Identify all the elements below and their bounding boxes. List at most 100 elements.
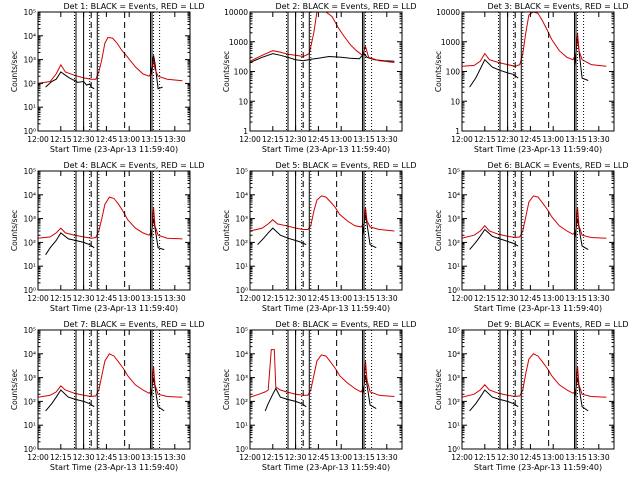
x-tick-label: 12:00	[451, 294, 473, 303]
x-tick-label: 13:30	[376, 135, 398, 144]
x-tick-label: 12:00	[451, 453, 473, 462]
x-tick-label: 12:00	[27, 135, 49, 144]
y-axis-label: Counts/sec	[10, 369, 19, 410]
plot-frame	[461, 329, 615, 450]
plot-frame	[37, 11, 191, 132]
x-tick-label: 13:00	[542, 135, 564, 144]
y-axis-label: Counts/sec	[10, 51, 19, 92]
y-tick-label: 1000	[229, 38, 248, 47]
detector-panel-2: 1 10 100 1000 10000 12:00 12:15 12:30 12:45 13:00…	[222, 2, 416, 154]
y-tick-label: 10⁴	[235, 191, 248, 200]
y-tick-label: 100	[446, 68, 461, 77]
y-tick-label: 10000	[224, 8, 248, 17]
x-tick-label: 12:00	[27, 453, 49, 462]
x-tick-label: 12:15	[50, 135, 72, 144]
red-series-line	[38, 196, 183, 240]
x-tick-label: 12:15	[262, 294, 284, 303]
panel-title: Det 5: BLACK = Events, RED = LLD	[276, 161, 417, 170]
x-tick-label: 13:00	[330, 294, 352, 303]
x-tick-label: 13:15	[353, 294, 375, 303]
x-tick-label: 12:30	[497, 135, 519, 144]
y-tick-label: 10⁰	[235, 445, 248, 454]
plot-frame	[249, 329, 403, 450]
x-tick-label: 12:15	[474, 453, 496, 462]
x-tick-label: 13:15	[141, 135, 163, 144]
x-tick-label: 12:15	[262, 135, 284, 144]
x-axis-label: Start Time (23-Apr-13 11:59:40)	[262, 145, 390, 154]
y-tick-label: 10³	[447, 215, 460, 224]
x-axis-label: Start Time (23-Apr-13 11:59:40)	[262, 463, 390, 472]
y-tick-label: 10¹	[235, 421, 248, 430]
x-tick-label: 12:30	[285, 453, 307, 462]
y-tick-label: 1	[243, 127, 248, 136]
x-tick-label: 12:00	[27, 294, 49, 303]
panel-title: Det 2: BLACK = Events, RED = LLD	[276, 2, 417, 11]
plot-frame	[37, 170, 191, 291]
black-series-line	[469, 228, 519, 250]
x-tick-label: 13:15	[141, 294, 163, 303]
y-tick-label: 10⁵	[235, 167, 248, 176]
x-axis-label: Start Time (23-Apr-13 11:59:40)	[50, 145, 178, 154]
x-tick-label: 13:30	[164, 453, 186, 462]
y-tick-label: 10³	[23, 374, 36, 383]
x-tick-label: 12:00	[239, 135, 261, 144]
y-axis-label: Counts/sec	[222, 210, 231, 251]
y-tick-label: 1	[455, 127, 460, 136]
x-tick-label: 13:15	[353, 135, 375, 144]
x-tick-label: 12:45	[308, 294, 330, 303]
y-tick-label: 10²	[23, 238, 36, 247]
y-tick-label: 10⁰	[235, 286, 248, 295]
panel-title: Det 6: BLACK = Events, RED = LLD	[488, 161, 629, 170]
red-series-line	[38, 36, 183, 84]
y-axis-label: Counts/sec	[434, 51, 443, 92]
y-tick-label: 10¹	[23, 262, 36, 271]
y-tick-label: 10¹	[235, 262, 248, 271]
x-tick-label: 13:00	[118, 453, 140, 462]
x-tick-label: 12:30	[285, 294, 307, 303]
x-tick-label: 12:30	[285, 135, 307, 144]
y-tick-label: 10²	[235, 238, 248, 247]
y-tick-label: 10⁵	[23, 8, 36, 17]
y-tick-label: 10	[450, 97, 460, 106]
x-tick-label: 13:00	[118, 135, 140, 144]
black-series-line	[469, 389, 519, 412]
x-tick-label: 12:30	[497, 294, 519, 303]
x-tick-label: 13:30	[588, 135, 610, 144]
x-tick-label: 13:30	[588, 294, 610, 303]
x-tick-label: 12:45	[308, 453, 330, 462]
y-tick-label: 10⁴	[23, 191, 36, 200]
y-tick-label: 10³	[235, 215, 248, 224]
y-tick-label: 10⁴	[23, 32, 36, 41]
x-tick-label: 13:30	[164, 294, 186, 303]
y-axis-label: Counts/sec	[10, 210, 19, 251]
x-axis-label: Start Time (23-Apr-13 11:59:40)	[262, 304, 390, 313]
x-tick-label: 12:30	[73, 135, 95, 144]
plot-frame	[37, 329, 191, 450]
y-tick-label: 10⁰	[23, 445, 36, 454]
plot-frame	[249, 170, 403, 291]
black-series-line	[45, 232, 95, 256]
y-tick-label: 10²	[23, 79, 36, 88]
y-tick-label: 10⁴	[447, 191, 460, 200]
y-tick-label: 10¹	[23, 103, 36, 112]
x-tick-label: 12:15	[474, 135, 496, 144]
y-tick-label: 10¹	[23, 421, 36, 430]
x-tick-label: 13:15	[565, 453, 587, 462]
panel-title: Det 9: BLACK = Events, RED = LLD	[488, 320, 629, 329]
y-tick-label: 10⁴	[447, 350, 460, 359]
x-tick-label: 13:00	[330, 453, 352, 462]
panel-title: Det 3: BLACK = Events, RED = LLD	[488, 2, 629, 11]
y-tick-label: 10²	[447, 238, 460, 247]
x-axis-label: Start Time (23-Apr-13 11:59:40)	[474, 145, 602, 154]
x-axis-label: Start Time (23-Apr-13 11:59:40)	[50, 463, 178, 472]
detector-panel-3: 1 10 100 1000 10000 12:00 12:15 12:30 12:45 13:00…	[434, 2, 628, 154]
x-tick-label: 12:15	[262, 453, 284, 462]
x-tick-label: 12:30	[497, 453, 519, 462]
